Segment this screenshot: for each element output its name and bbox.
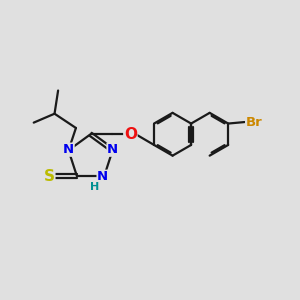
- Text: N: N: [107, 143, 118, 156]
- Text: N: N: [97, 170, 108, 183]
- Text: O: O: [124, 127, 137, 142]
- Text: Br: Br: [246, 116, 262, 129]
- Text: H: H: [90, 182, 99, 192]
- Text: N: N: [63, 143, 74, 156]
- Text: S: S: [44, 169, 55, 184]
